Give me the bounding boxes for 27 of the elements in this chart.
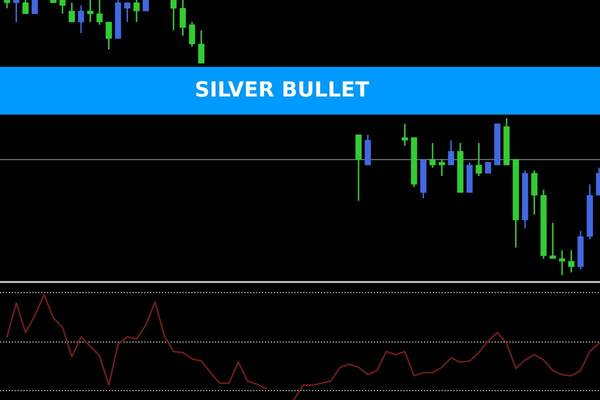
candlestick [22, 0, 29, 14]
candlestick [32, 0, 38, 14]
candlestick [429, 142, 436, 168]
candlestick [550, 222, 556, 260]
candlestick [198, 30, 204, 64]
candlestick [568, 250, 574, 273]
candlestick [68, 2, 75, 23]
candlestick [124, 2, 130, 23]
candlestick [476, 142, 482, 177]
candlestick [133, 0, 140, 23]
candlestick [484, 162, 492, 174]
text: SILVER BULLET [196, 81, 370, 97]
candlestick [188, 21, 196, 48]
candlestick [13, 0, 20, 23]
candlestick [180, 0, 186, 36]
candlestick [402, 123, 408, 146]
candlestick [448, 140, 454, 166]
candlestick [438, 158, 445, 177]
candlestick [558, 250, 566, 276]
candlestick [96, 0, 103, 26]
candlestick [59, 0, 66, 14]
candlestick [87, 0, 94, 23]
candlestick [142, 0, 149, 12]
candlestick [106, 21, 112, 50]
candlestick [531, 170, 538, 216]
candlestick [170, 0, 177, 31]
candlestick [78, 4, 84, 34]
